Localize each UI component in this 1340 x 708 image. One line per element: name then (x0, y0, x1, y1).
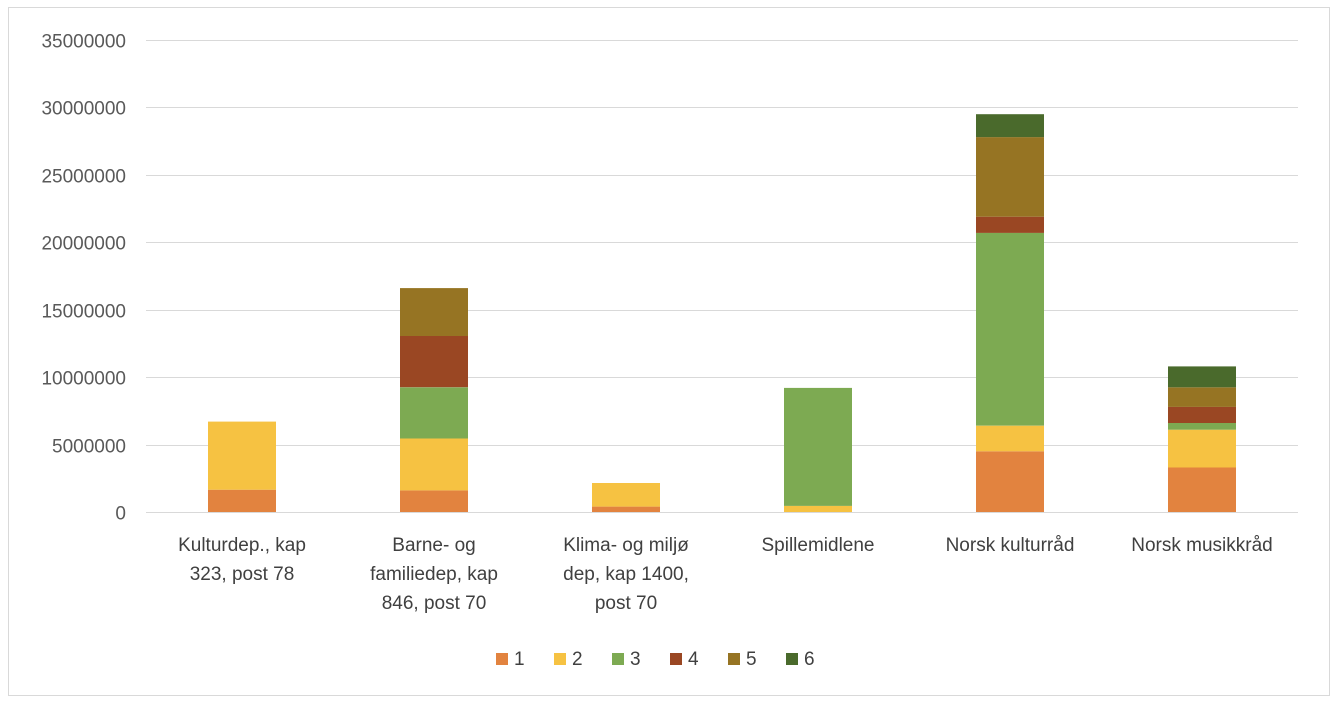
bar-segment-series-1 (592, 506, 660, 512)
legend-swatch (670, 653, 682, 665)
bar-segment-series-2 (400, 438, 468, 491)
category-labels: Kulturdep., kap 323, post 78 Barne- og fami… (178, 535, 1273, 614)
legend-label: 3 (630, 649, 641, 670)
y-tick-label: 5000000 (52, 437, 126, 458)
bar-segment-series-6 (976, 114, 1044, 138)
bar-segment-series-3 (1168, 423, 1236, 430)
y-tick-label: 35000000 (41, 32, 126, 53)
bar-segment-series-2 (976, 425, 1044, 452)
category-label: Kulturdep., kap 323, post 78 (178, 535, 306, 585)
y-tick-label: 10000000 (41, 369, 126, 390)
bar-segment-series-2 (592, 483, 660, 507)
legend-swatch (612, 653, 624, 665)
y-tick-label: 20000000 (41, 234, 126, 255)
bar-segment-series-6 (1168, 366, 1236, 388)
legend-label: 4 (688, 649, 699, 670)
legend-swatch (786, 653, 798, 665)
bar-segment-series-1 (400, 490, 468, 512)
bar-segment-series-4 (1168, 406, 1236, 423)
bar-segment-series-2 (1168, 429, 1236, 468)
bar-segment-series-4 (976, 216, 1044, 233)
gridlines (146, 40, 1298, 513)
chart-frame (8, 7, 1330, 696)
bar-segment-series-1 (976, 451, 1044, 512)
legend-swatch (728, 653, 740, 665)
bar-segment-series-3 (976, 232, 1044, 426)
bar-segment-series-2 (784, 505, 852, 512)
y-tick-label: 15000000 (41, 302, 126, 323)
legend-label: 5 (746, 649, 757, 670)
bar-segment-series-5 (1168, 387, 1236, 407)
bar-segment-series-5 (976, 137, 1044, 217)
legend-label: 1 (514, 649, 525, 670)
bar-segment-series-5 (400, 288, 468, 336)
bar-segment-series-3 (784, 387, 852, 506)
category-label: Norsk kulturråd (946, 535, 1075, 556)
legend-label: 6 (804, 649, 815, 670)
legend-label: 2 (572, 649, 583, 670)
legend: 1 2 3 4 5 6 (496, 649, 815, 670)
category-label: Barne- og familiedep, kap 846, post 70 (370, 535, 498, 614)
category-label: Spillemidlene (761, 535, 874, 556)
y-tick-label: 0 (115, 504, 126, 525)
category-label: Norsk musikkråd (1131, 535, 1272, 556)
bar-segment-series-3 (400, 387, 468, 439)
y-tick-label: 30000000 (41, 99, 126, 120)
legend-swatch (496, 653, 508, 665)
bar-segment-series-4 (400, 336, 468, 388)
y-axis-tick-labels: 0 5000000 10000000 15000000 20000000 25000000… (41, 32, 126, 525)
legend-swatch (554, 653, 566, 665)
bar-segment-series-1 (1168, 467, 1236, 512)
bars (208, 114, 1236, 512)
bar-segment-series-1 (208, 489, 276, 512)
bar-segment-series-2 (208, 421, 276, 490)
category-label: Klima- og miljø dep, kap 1400, post 70 (563, 535, 689, 614)
y-tick-label: 25000000 (41, 167, 126, 188)
